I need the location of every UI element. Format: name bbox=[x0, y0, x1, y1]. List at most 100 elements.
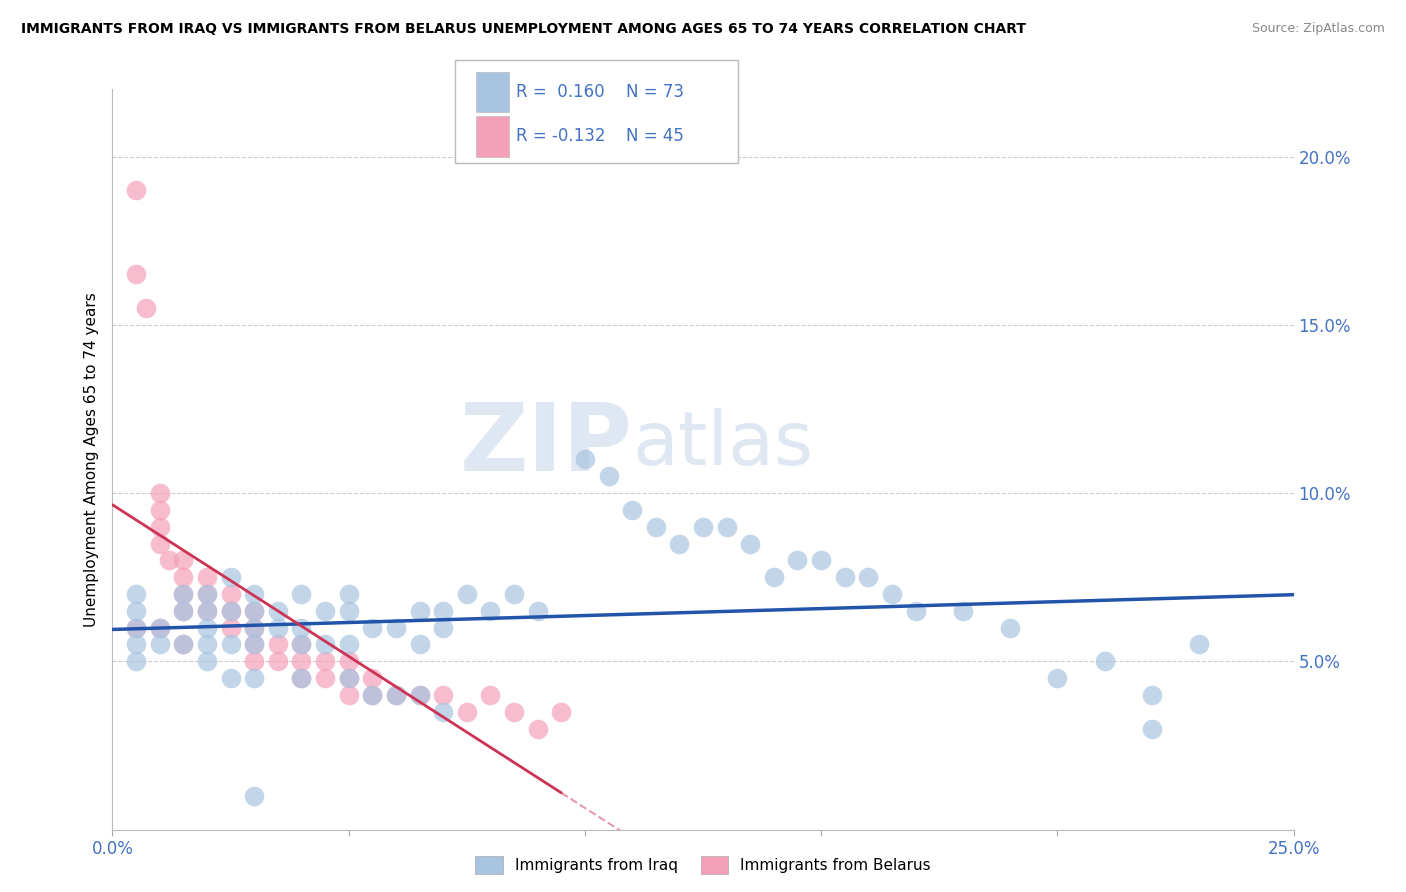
Point bbox=[432, 688, 454, 702]
Point bbox=[337, 604, 360, 618]
Point bbox=[337, 654, 360, 668]
Y-axis label: Unemployment Among Ages 65 to 74 years: Unemployment Among Ages 65 to 74 years bbox=[83, 292, 98, 627]
Point bbox=[361, 688, 384, 702]
Point bbox=[574, 452, 596, 467]
Point bbox=[195, 621, 218, 635]
Point bbox=[810, 553, 832, 567]
Point bbox=[952, 604, 974, 618]
Point bbox=[267, 604, 290, 618]
Point bbox=[195, 654, 218, 668]
Point bbox=[621, 503, 644, 517]
Point bbox=[219, 671, 242, 685]
Point bbox=[314, 637, 336, 651]
Point bbox=[149, 519, 172, 533]
Point bbox=[149, 621, 172, 635]
Text: Source: ZipAtlas.com: Source: ZipAtlas.com bbox=[1251, 22, 1385, 36]
Point bbox=[1188, 637, 1211, 651]
Legend: Immigrants from Iraq, Immigrants from Belarus: Immigrants from Iraq, Immigrants from Be… bbox=[468, 850, 938, 880]
Point bbox=[149, 637, 172, 651]
Point bbox=[243, 604, 266, 618]
Point bbox=[195, 587, 218, 601]
Point bbox=[149, 503, 172, 517]
Point bbox=[243, 671, 266, 685]
Point bbox=[904, 604, 927, 618]
Bar bbox=[477, 71, 509, 112]
Point bbox=[125, 587, 148, 601]
Point bbox=[290, 621, 312, 635]
Point bbox=[550, 705, 572, 719]
Text: atlas: atlas bbox=[633, 408, 813, 481]
Point bbox=[149, 486, 172, 500]
Point bbox=[172, 604, 194, 618]
Point bbox=[668, 536, 690, 550]
Point bbox=[172, 637, 194, 651]
Point bbox=[243, 789, 266, 803]
Point bbox=[219, 621, 242, 635]
Point bbox=[337, 671, 360, 685]
Point bbox=[125, 268, 148, 282]
Point bbox=[786, 553, 808, 567]
Point bbox=[314, 604, 336, 618]
Point bbox=[692, 519, 714, 533]
Point bbox=[149, 536, 172, 550]
Text: R = -0.132: R = -0.132 bbox=[516, 128, 606, 145]
Point bbox=[243, 587, 266, 601]
Point bbox=[432, 604, 454, 618]
Point bbox=[337, 637, 360, 651]
Point bbox=[1046, 671, 1069, 685]
Point bbox=[172, 637, 194, 651]
Point bbox=[243, 621, 266, 635]
Point bbox=[267, 654, 290, 668]
Point bbox=[243, 637, 266, 651]
Point bbox=[172, 604, 194, 618]
Point bbox=[125, 654, 148, 668]
Point bbox=[408, 688, 430, 702]
Point bbox=[432, 705, 454, 719]
Point bbox=[125, 621, 148, 635]
Point bbox=[503, 587, 526, 601]
Point bbox=[834, 570, 856, 584]
Point bbox=[172, 570, 194, 584]
Point bbox=[290, 671, 312, 685]
Point bbox=[1094, 654, 1116, 668]
Point bbox=[526, 604, 548, 618]
Point bbox=[243, 637, 266, 651]
Point bbox=[219, 570, 242, 584]
Bar bbox=[477, 116, 509, 157]
Point bbox=[598, 469, 620, 483]
Point bbox=[456, 705, 478, 719]
Point bbox=[314, 654, 336, 668]
Text: ZIP: ZIP bbox=[460, 399, 633, 491]
Point bbox=[219, 587, 242, 601]
Point bbox=[219, 604, 242, 618]
Point bbox=[479, 688, 502, 702]
Point bbox=[998, 621, 1021, 635]
Point bbox=[408, 688, 430, 702]
Point bbox=[125, 183, 148, 197]
Point bbox=[195, 637, 218, 651]
Point bbox=[157, 553, 180, 567]
Point bbox=[290, 637, 312, 651]
Point bbox=[125, 604, 148, 618]
Point bbox=[135, 301, 157, 315]
Point bbox=[219, 604, 242, 618]
Point bbox=[361, 688, 384, 702]
Text: N = 45: N = 45 bbox=[626, 128, 685, 145]
Point bbox=[361, 671, 384, 685]
Point bbox=[526, 722, 548, 736]
Point bbox=[195, 587, 218, 601]
Point bbox=[880, 587, 903, 601]
Point bbox=[858, 570, 880, 584]
Point bbox=[125, 621, 148, 635]
Point bbox=[290, 587, 312, 601]
Point bbox=[243, 621, 266, 635]
Point bbox=[290, 637, 312, 651]
Point bbox=[195, 604, 218, 618]
Point bbox=[408, 604, 430, 618]
Point bbox=[172, 553, 194, 567]
Point bbox=[243, 654, 266, 668]
Point bbox=[195, 604, 218, 618]
Point bbox=[149, 621, 172, 635]
Point bbox=[1140, 722, 1163, 736]
Point bbox=[644, 519, 666, 533]
